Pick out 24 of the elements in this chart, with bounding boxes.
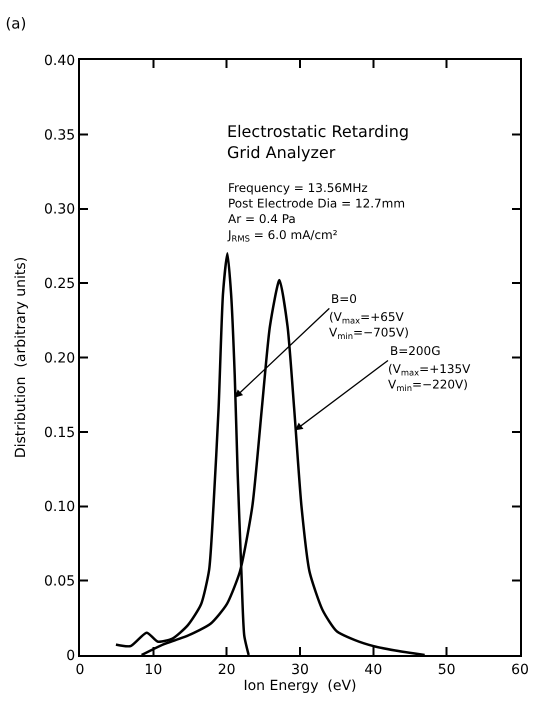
x-tick-label: 10 [144,662,162,678]
x-axis-title: Ion Energy (eV) [243,678,357,694]
chart-title: (a) [5,14,26,32]
y-tick-label: 0.05 [44,574,76,590]
y-axis-title: Distribution (arbitrary units) [13,256,30,458]
y-tick-label: 0.20 [44,350,76,366]
x-tick-label: 50 [438,662,456,678]
text: (V$_{max}$=+65V V$_{min}$=−705V) [329,310,409,342]
y-tick-label: 0.10 [44,499,76,516]
y-tick-label: 0.30 [44,202,76,218]
y-tick-label: 0.35 [44,127,76,144]
y-tick-label: 0.25 [44,276,76,292]
x-tick-label: 60 [511,662,529,678]
x-tick-label: 30 [291,662,309,678]
annotation: B=0 [331,292,357,306]
annotation: Frequency = 13.56MHz Post Electrode Dia = 12.7mm Ar = 0.4 Pa J$_{RMS}$ = 6.0 mA/cm² [227,181,406,244]
x-tick-label: 20 [218,662,236,678]
text: (V$_{max}$=+135V V$_{min}$=−220V) [388,362,470,394]
annotation: B=200G [390,344,440,358]
y-tick-label: 0.40 [44,52,76,69]
annotation: Electrostatic Retarding Grid Analyzer [227,122,410,162]
x-tick-label: 40 [364,662,382,678]
y-tick-label: 0 [66,648,76,664]
y-tick-label: 0.15 [44,424,76,441]
